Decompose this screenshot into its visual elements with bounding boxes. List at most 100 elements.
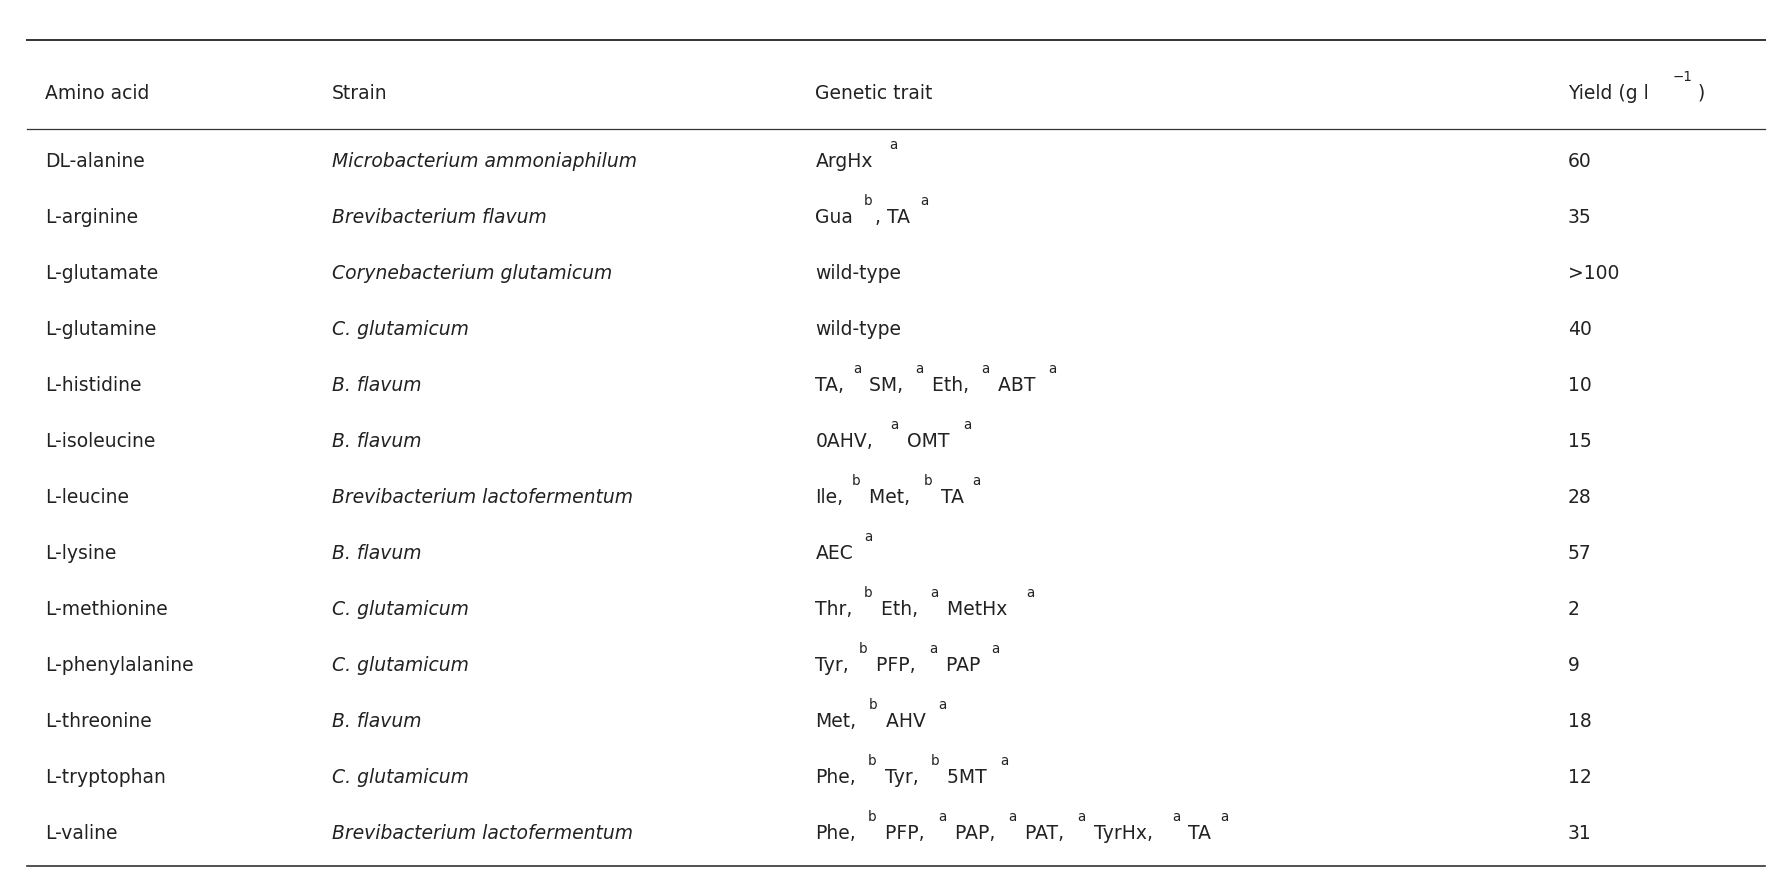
- Text: ABT: ABT: [993, 376, 1036, 395]
- Text: Amino acid: Amino acid: [45, 83, 149, 103]
- Text: wild-type: wild-type: [815, 264, 901, 282]
- Text: Microbacterium ammoniaphilum: Microbacterium ammoniaphilum: [332, 152, 636, 170]
- Text: b: b: [923, 474, 932, 488]
- Text: a: a: [1027, 586, 1036, 600]
- Text: TyrHx,: TyrHx,: [1088, 824, 1152, 843]
- Text: b: b: [858, 642, 867, 656]
- Text: 5MT: 5MT: [941, 768, 987, 787]
- Text: Ile,: Ile,: [815, 488, 844, 507]
- Text: L-tryptophan: L-tryptophan: [45, 768, 165, 787]
- Text: L-glutamate: L-glutamate: [45, 264, 158, 282]
- Text: Met,: Met,: [815, 712, 857, 731]
- Text: B. flavum: B. flavum: [332, 376, 421, 395]
- Text: a: a: [982, 362, 989, 377]
- Text: Eth,: Eth,: [926, 376, 969, 395]
- Text: L-threonine: L-threonine: [45, 712, 152, 731]
- Text: a: a: [921, 194, 928, 208]
- Text: b: b: [869, 698, 876, 712]
- Text: L-histidine: L-histidine: [45, 376, 142, 395]
- Text: B. flavum: B. flavum: [332, 712, 421, 731]
- Text: b: b: [864, 194, 873, 208]
- Text: b: b: [867, 755, 876, 768]
- Text: PAT,: PAT,: [1020, 824, 1064, 843]
- Text: C. glutamicum: C. glutamicum: [332, 768, 468, 787]
- Text: ArgHx: ArgHx: [815, 152, 873, 170]
- Text: wild-type: wild-type: [815, 320, 901, 338]
- Text: PAP: PAP: [939, 656, 980, 675]
- Text: DL-alanine: DL-alanine: [45, 152, 145, 170]
- Text: a: a: [1220, 811, 1228, 824]
- Text: Brevibacterium lactofermentum: Brevibacterium lactofermentum: [332, 488, 633, 507]
- Text: >100: >100: [1568, 264, 1620, 282]
- Text: a: a: [1000, 755, 1009, 768]
- Text: a: a: [1077, 811, 1086, 824]
- Text: a: a: [991, 642, 1000, 656]
- Text: a: a: [853, 362, 860, 377]
- Text: PAP,: PAP,: [948, 824, 995, 843]
- Text: TA: TA: [935, 488, 964, 507]
- Text: a: a: [891, 418, 898, 432]
- Text: Strain: Strain: [332, 83, 387, 103]
- Text: b: b: [864, 586, 873, 600]
- Text: L-valine: L-valine: [45, 824, 116, 843]
- Text: a: a: [971, 474, 980, 488]
- Text: 28: 28: [1568, 488, 1591, 507]
- Text: Brevibacterium flavum: Brevibacterium flavum: [332, 208, 547, 226]
- Text: OMT: OMT: [901, 432, 950, 451]
- Text: ): ): [1697, 83, 1706, 103]
- Text: TA: TA: [1183, 824, 1211, 843]
- Text: a: a: [864, 530, 873, 544]
- Text: Corynebacterium glutamicum: Corynebacterium glutamicum: [332, 264, 611, 282]
- Text: 60: 60: [1568, 152, 1591, 170]
- Text: 15: 15: [1568, 432, 1591, 451]
- Text: 40: 40: [1568, 320, 1591, 338]
- Text: L-isoleucine: L-isoleucine: [45, 432, 156, 451]
- Text: a: a: [962, 418, 971, 432]
- Text: 18: 18: [1568, 712, 1591, 731]
- Text: 10: 10: [1568, 376, 1591, 395]
- Text: L-glutamine: L-glutamine: [45, 320, 156, 338]
- Text: 57: 57: [1568, 543, 1591, 563]
- Text: Tyr,: Tyr,: [815, 656, 849, 675]
- Text: SM,: SM,: [864, 376, 903, 395]
- Text: a: a: [939, 698, 946, 712]
- Text: a: a: [928, 642, 937, 656]
- Text: Yield (g l: Yield (g l: [1568, 83, 1649, 103]
- Text: C. glutamicum: C. glutamicum: [332, 656, 468, 675]
- Text: Genetic trait: Genetic trait: [815, 83, 932, 103]
- Text: C. glutamicum: C. glutamicum: [332, 320, 468, 338]
- Text: AHV: AHV: [880, 712, 925, 731]
- Text: TA,: TA,: [815, 376, 844, 395]
- Text: b: b: [851, 474, 860, 488]
- Text: 2: 2: [1568, 599, 1581, 619]
- Text: a: a: [937, 811, 946, 824]
- Text: B. flavum: B. flavum: [332, 543, 421, 563]
- Text: PFP,: PFP,: [880, 824, 925, 843]
- Text: Phe,: Phe,: [815, 768, 857, 787]
- Text: 9: 9: [1568, 656, 1581, 675]
- Text: MetHx: MetHx: [941, 599, 1007, 619]
- Text: Phe,: Phe,: [815, 824, 857, 843]
- Text: 0AHV,: 0AHV,: [815, 432, 873, 451]
- Text: Gua: Gua: [815, 208, 853, 226]
- Text: −1: −1: [1672, 70, 1692, 84]
- Text: a: a: [889, 139, 898, 152]
- Text: a: a: [1172, 811, 1181, 824]
- Text: −1: −1: [1672, 70, 1692, 84]
- Text: PFP,: PFP,: [871, 656, 916, 675]
- Text: Met,: Met,: [862, 488, 910, 507]
- Text: Tyr,: Tyr,: [880, 768, 919, 787]
- Text: Thr,: Thr,: [815, 599, 853, 619]
- Text: a: a: [916, 362, 923, 377]
- Text: a: a: [930, 586, 939, 600]
- Text: AEC: AEC: [815, 543, 853, 563]
- Text: B. flavum: B. flavum: [332, 432, 421, 451]
- Text: 35: 35: [1568, 208, 1591, 226]
- Text: b: b: [930, 755, 939, 768]
- Text: a: a: [1009, 811, 1016, 824]
- Text: L-phenylalanine: L-phenylalanine: [45, 656, 194, 675]
- Text: L-lysine: L-lysine: [45, 543, 116, 563]
- Text: L-arginine: L-arginine: [45, 208, 138, 226]
- Text: 31: 31: [1568, 824, 1591, 843]
- Text: L-leucine: L-leucine: [45, 488, 129, 507]
